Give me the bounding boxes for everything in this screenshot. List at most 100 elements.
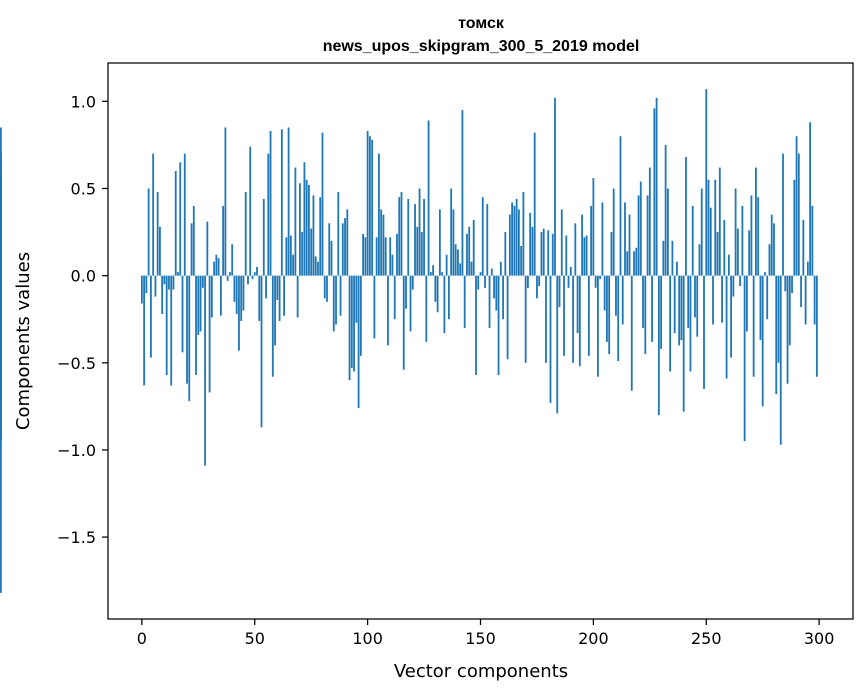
bar <box>256 266 258 276</box>
bar <box>741 205 744 276</box>
bars-group <box>0 89 818 593</box>
bar <box>317 261 319 276</box>
bar <box>145 275 148 294</box>
bar <box>375 237 378 276</box>
bar <box>432 265 434 276</box>
bar <box>323 275 326 299</box>
bar <box>773 223 775 276</box>
bar <box>522 191 525 276</box>
bar <box>305 179 308 276</box>
bar <box>499 261 502 276</box>
bar <box>364 237 367 276</box>
x-tick-label: 50 <box>245 629 265 648</box>
bar <box>531 226 534 276</box>
bar <box>490 268 493 276</box>
bar <box>393 275 396 320</box>
bar <box>287 127 290 276</box>
bar <box>590 205 593 276</box>
bar <box>727 254 730 276</box>
bar <box>149 275 152 358</box>
bar <box>348 275 351 381</box>
bar <box>156 191 159 276</box>
bar <box>466 233 468 276</box>
bar <box>484 275 486 288</box>
bar <box>716 232 719 276</box>
bar <box>215 254 218 276</box>
bar <box>630 275 633 391</box>
y-tick-label: 1.0 <box>71 92 96 111</box>
bar <box>183 153 186 276</box>
bar <box>229 272 231 276</box>
bar <box>786 275 789 384</box>
bar <box>396 233 398 276</box>
bar <box>344 218 346 276</box>
bar <box>734 188 737 276</box>
bar <box>592 178 595 276</box>
bar <box>301 232 304 276</box>
bar <box>542 228 545 276</box>
bar <box>685 157 687 276</box>
bar <box>775 275 778 395</box>
bar <box>587 275 590 356</box>
bar <box>470 261 473 276</box>
bar <box>292 254 295 276</box>
bar <box>378 153 380 276</box>
bar <box>368 136 371 276</box>
bar <box>497 275 500 375</box>
bar <box>265 275 267 299</box>
bar <box>208 275 211 393</box>
bar <box>612 188 615 276</box>
bar <box>276 275 279 301</box>
chart-subtitle: news_upos_skipgram_300_5_2019 model <box>323 38 640 55</box>
bar <box>788 275 791 346</box>
bar <box>380 209 383 276</box>
bar <box>768 244 771 276</box>
bar <box>800 275 802 308</box>
bar <box>624 202 626 276</box>
bar <box>502 275 504 320</box>
bar <box>177 272 179 276</box>
bar <box>335 275 337 325</box>
bar <box>709 207 712 276</box>
bar <box>280 129 283 276</box>
bar <box>551 233 554 276</box>
bar <box>698 244 701 276</box>
bar <box>495 275 498 311</box>
bar <box>159 226 161 276</box>
chart-title: томск <box>458 15 505 32</box>
bar <box>443 275 446 334</box>
bar <box>152 153 155 276</box>
bar <box>326 275 328 302</box>
bar <box>619 136 622 276</box>
bar <box>797 153 800 276</box>
x-tick-label: 150 <box>465 629 496 648</box>
bar <box>784 275 787 292</box>
bar <box>188 275 191 402</box>
bar <box>210 275 213 318</box>
bar <box>434 275 437 302</box>
bar <box>529 212 532 276</box>
bar <box>673 275 676 334</box>
bar <box>285 237 288 276</box>
bar <box>222 205 225 276</box>
bar <box>583 237 586 276</box>
bar <box>247 275 249 285</box>
bar <box>606 275 608 342</box>
bar <box>569 266 572 276</box>
bar <box>802 219 805 276</box>
bar <box>615 275 617 316</box>
y-tick-label: −1.5 <box>57 528 96 547</box>
bar <box>423 198 425 276</box>
bar <box>0 275 2 355</box>
bar <box>429 272 432 276</box>
bar <box>633 251 635 276</box>
bar <box>721 275 723 323</box>
bar <box>359 275 362 356</box>
bar <box>657 275 660 416</box>
bar <box>558 275 561 308</box>
bar <box>678 275 681 346</box>
bar <box>508 214 511 276</box>
bar <box>310 228 313 276</box>
